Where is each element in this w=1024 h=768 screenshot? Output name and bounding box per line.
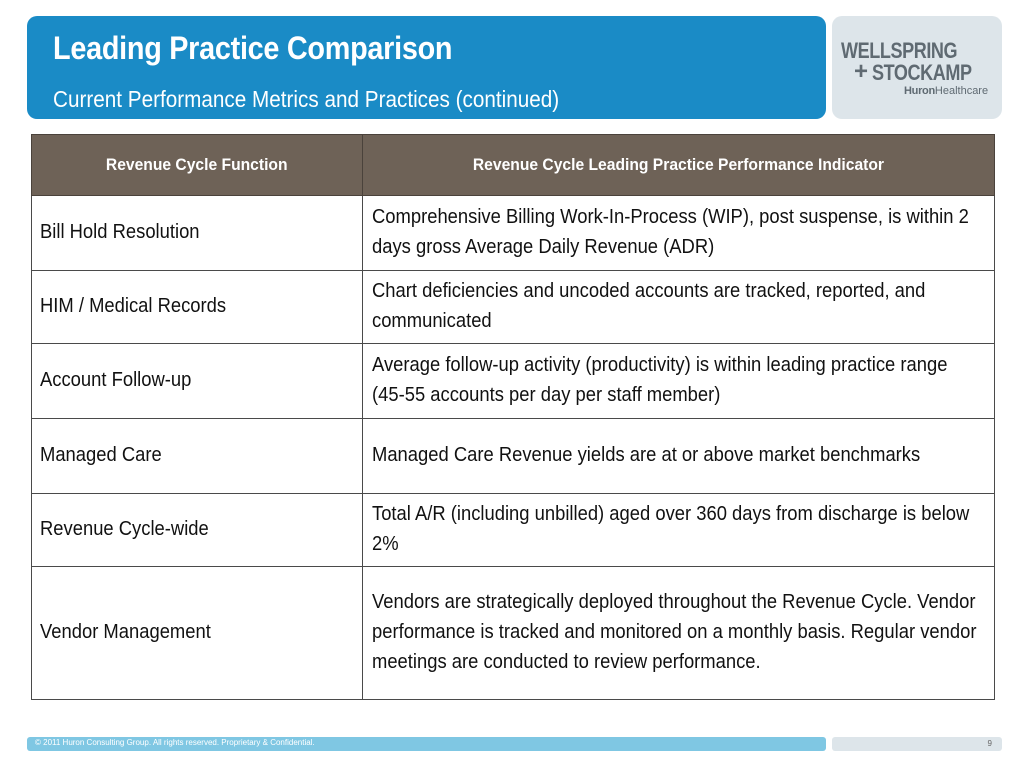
comparison-table: Revenue Cycle Function Revenue Cycle Lea… (31, 134, 995, 700)
footer-bar: © 2011 Huron Consulting Group. All right… (27, 737, 826, 751)
function-cell: Managed Care (31, 418, 363, 494)
logo-huron-healthcare: HuronHealthcare (904, 85, 988, 97)
function-cell: Bill Hold Resolution (31, 195, 363, 271)
table-row: Vendor Management Vendors are strategica… (31, 566, 995, 700)
copyright-text: © 2011 Huron Consulting Group. All right… (35, 738, 315, 747)
logo-wellspring: WELLSPRING (841, 38, 958, 63)
indicator-cell: Average follow-up activity (productivity… (362, 343, 995, 419)
logo-huron: Huron (904, 85, 935, 97)
logo-stockamp: STOCKAMP (872, 60, 972, 85)
indicator-cell: Chart deficiencies and uncoded accounts … (362, 270, 995, 344)
function-cell: Account Follow-up (31, 343, 363, 419)
indicator-cell: Total A/R (including unbilled) aged over… (362, 493, 995, 567)
column-header-function: Revenue Cycle Function (31, 134, 363, 196)
table-row: Bill Hold Resolution Comprehensive Billi… (31, 195, 995, 271)
function-cell: Vendor Management (31, 566, 363, 700)
function-cell: HIM / Medical Records (31, 270, 363, 344)
table-row: Managed Care Managed Care Revenue yields… (31, 418, 995, 494)
indicator-cell: Comprehensive Billing Work-In-Process (W… (362, 195, 995, 271)
column-header-indicator: Revenue Cycle Leading Practice Performan… (362, 134, 995, 196)
table-row: HIM / Medical Records Chart deficiencies… (31, 270, 995, 344)
page-number: 9 (987, 739, 992, 748)
page-number-box: 9 (832, 737, 1002, 751)
indicator-cell: Vendors are strategically deployed throu… (362, 566, 995, 700)
table-row: Revenue Cycle-wide Total A/R (including … (31, 493, 995, 567)
function-cell: Revenue Cycle-wide (31, 493, 363, 567)
indicator-cell: Managed Care Revenue yields are at or ab… (362, 418, 995, 494)
table-row: Account Follow-up Average follow-up acti… (31, 343, 995, 419)
page-title: Leading Practice Comparison (53, 30, 453, 66)
title-banner: Leading Practice Comparison Current Perf… (27, 16, 826, 119)
logo-plus: + (854, 58, 869, 85)
company-logo: WELLSPRING + STOCKAMP HuronHealthcare (832, 16, 1002, 119)
page-subtitle: Current Performance Metrics and Practice… (53, 86, 560, 112)
table-header-row: Revenue Cycle Function Revenue Cycle Lea… (31, 134, 995, 196)
logo-healthcare: Healthcare (934, 85, 989, 97)
